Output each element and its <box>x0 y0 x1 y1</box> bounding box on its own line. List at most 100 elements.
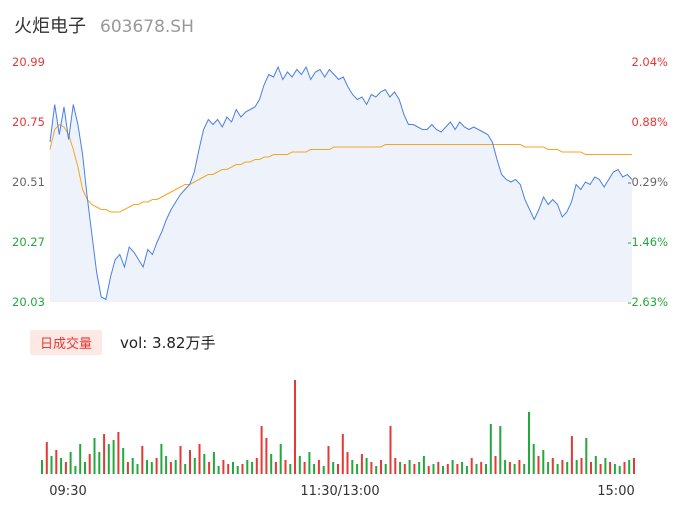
time-axis-label: 09:30 <box>49 484 86 499</box>
avg-price-line <box>49 123 632 213</box>
volume-bar <box>41 460 43 474</box>
volume-bar <box>485 464 487 474</box>
volume-bar <box>422 456 425 474</box>
pct-tick-label: 2.04% <box>631 55 668 69</box>
volume-bar <box>284 460 287 474</box>
volume-bar <box>580 458 583 474</box>
volume-bar <box>461 462 464 474</box>
volume-bar <box>623 462 626 474</box>
stock-header: 火炬电子 603678.SH <box>14 12 194 40</box>
volume-bar <box>499 426 502 474</box>
volume-bar <box>274 462 277 474</box>
volume-bar <box>375 466 378 474</box>
volume-bar <box>227 464 230 474</box>
volume-bar <box>456 464 459 474</box>
volume-bar <box>518 460 521 474</box>
volume-bar <box>380 460 382 474</box>
volume-bar <box>126 462 129 474</box>
volume-bar <box>427 466 430 474</box>
volume-bar <box>628 460 631 474</box>
volume-bar <box>332 462 335 474</box>
price-area <box>49 65 633 302</box>
volume-bar <box>508 462 511 474</box>
volume-bar <box>60 458 63 474</box>
price-tick-label: 20.27 <box>12 235 45 249</box>
volume-bar <box>599 464 602 474</box>
volume-bar <box>523 464 526 474</box>
volume-bar <box>222 460 225 474</box>
volume-bar <box>155 458 158 474</box>
stock-name: 火炬电子 <box>14 16 86 37</box>
volume-bar <box>298 456 301 474</box>
volume-bar <box>317 460 320 474</box>
volume-bar <box>432 464 435 474</box>
volume-bar <box>394 458 397 474</box>
pct-tick-label: 0.88% <box>631 115 668 129</box>
volume-bar <box>45 442 48 474</box>
volume-bar <box>74 466 77 474</box>
price-tick-label: 20.51 <box>12 175 45 189</box>
volume-bar <box>480 462 483 474</box>
volume-bar <box>169 462 172 474</box>
volume-bar <box>489 424 492 474</box>
volume-bar <box>451 460 454 474</box>
volume-bar <box>399 462 402 474</box>
volume-bar <box>241 464 244 474</box>
price-tick-label: 20.75 <box>12 115 45 129</box>
volume-bar <box>575 460 578 474</box>
volume-bar <box>465 466 468 474</box>
volume-bar <box>327 446 330 474</box>
volume-bar <box>179 446 182 474</box>
volume-bar <box>294 380 296 474</box>
volume-bar <box>633 458 635 474</box>
time-axis-label: 15:00 <box>597 484 634 499</box>
volume-bar <box>279 444 282 474</box>
price-line <box>49 65 633 301</box>
volume-bar <box>146 460 148 474</box>
volume-bar <box>570 436 573 474</box>
volume-bar <box>112 440 115 474</box>
volume-bar <box>322 466 325 474</box>
volume-bar <box>356 464 359 474</box>
volume-bar <box>504 460 507 474</box>
pct-tick-label: -2.63% <box>627 295 668 309</box>
volume-bar <box>494 456 497 474</box>
volume-bar <box>513 464 516 474</box>
axis-labels: 20.99 20.75 20.51 20.27 20.03 2.04% 0.88% -0.29… <box>12 55 668 309</box>
volume-bar <box>604 458 607 474</box>
volume-bar <box>184 464 187 474</box>
volume-bar <box>88 454 91 474</box>
volume-bar <box>594 456 597 474</box>
volume-bar <box>365 458 368 474</box>
volume-bar <box>93 438 96 474</box>
volume-bar <box>360 454 363 474</box>
volume-bar <box>193 458 196 474</box>
volume-bar <box>289 464 292 474</box>
volume-bar <box>303 462 306 474</box>
volume-bar <box>103 434 106 474</box>
volume-bar <box>528 412 530 474</box>
stock-code: 603678.SH <box>100 17 194 37</box>
volume-bar <box>84 462 86 474</box>
volume-bar <box>403 464 406 474</box>
volume-bar <box>370 462 373 474</box>
volume-bar <box>270 454 273 474</box>
volume-tab[interactable]: 日成交量 <box>30 330 103 355</box>
volume-bar <box>260 426 263 474</box>
volume-bar <box>236 466 239 474</box>
volume-bar <box>542 450 545 474</box>
volume-bar <box>547 462 550 474</box>
price-tick-label: 20.03 <box>12 295 45 309</box>
volume-bar <box>351 460 354 474</box>
volume-bar <box>590 462 592 474</box>
volume-bar <box>131 458 134 474</box>
volume-bar <box>98 452 101 474</box>
volume-bar <box>561 460 564 474</box>
volume-bar <box>313 464 316 474</box>
volume-bar <box>141 446 144 474</box>
volume-bar <box>413 464 416 474</box>
volume-bar <box>437 462 440 474</box>
volume-bar <box>418 462 421 474</box>
volume-bar <box>217 466 220 474</box>
